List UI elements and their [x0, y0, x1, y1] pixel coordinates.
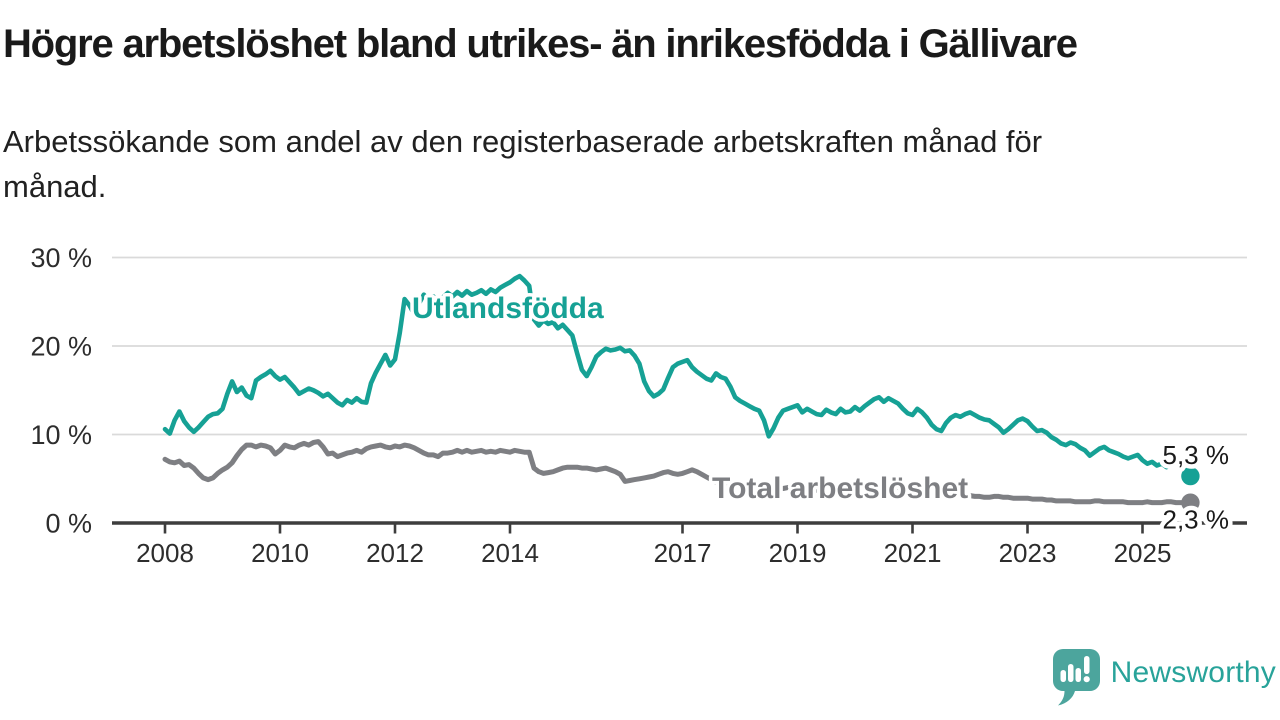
- series-label-0: Utlandsfödda: [412, 292, 604, 325]
- x-tick-label: 2012: [366, 538, 424, 568]
- page-title: Högre arbetslöshet bland utrikes- än inr…: [3, 22, 1078, 66]
- x-tick-label: 2023: [999, 538, 1057, 568]
- series-line-0: [162, 273, 1193, 479]
- end-dot-0: [1181, 466, 1200, 486]
- x-tick-label: 2008: [136, 538, 194, 568]
- newsworthy-logo-text: Newsworthy: [1110, 656, 1276, 689]
- y-tick-label: 10 %: [30, 420, 92, 450]
- y-tick-label: 30 %: [30, 243, 92, 273]
- chart-subtitle: Arbetssökande som andel av den registerb…: [3, 119, 1277, 209]
- newsworthy-logo-icon: [1052, 649, 1100, 706]
- x-tick-label: 2017: [654, 538, 712, 568]
- series-line-1: [162, 439, 1193, 506]
- series-label-1: Total arbetslöshet: [712, 472, 968, 505]
- end-value-label-1: 2,3 %: [1163, 505, 1230, 535]
- y-tick-label: 0 %: [45, 509, 92, 539]
- y-tick-label: 20 %: [30, 332, 92, 362]
- end-value-label-0: 5,3 %: [1163, 440, 1230, 470]
- x-tick-label: 2014: [481, 538, 539, 568]
- end-dot-1: [1181, 493, 1200, 512]
- x-tick-label: 2021: [884, 538, 942, 568]
- subtitle-line-2: månad.: [3, 169, 107, 204]
- x-tick-label: 2010: [251, 538, 309, 568]
- newsworthy-logo: Newsworthy: [1052, 649, 1276, 706]
- subtitle-line-1: Arbetssökande som andel av den registerb…: [3, 124, 1043, 159]
- x-tick-label: 2025: [1114, 538, 1172, 568]
- logo-bars-glyph: [1060, 656, 1090, 683]
- x-tick-label: 2019: [769, 538, 827, 568]
